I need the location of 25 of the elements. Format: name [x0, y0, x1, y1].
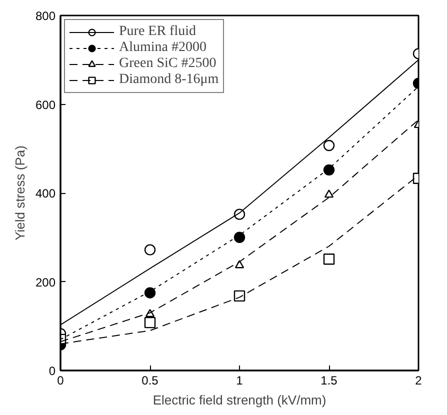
x-tick-label: 2: [415, 374, 422, 388]
point: [144, 287, 156, 298]
y-tick-label: 400: [35, 186, 56, 200]
y-tick-label: 0: [48, 364, 56, 378]
x-tick-label: 0: [57, 374, 64, 388]
point: [234, 232, 246, 243]
point: [323, 140, 335, 152]
y-tick-label: 800: [35, 9, 56, 23]
x-axis-title: Electric field strength (kV/mm): [152, 392, 326, 408]
point: [144, 244, 156, 256]
point: [323, 254, 335, 265]
point: [144, 316, 156, 328]
legend-label: Diamond 8-16μm: [119, 72, 219, 88]
point: [234, 290, 246, 302]
x-tick-label: 0.5: [142, 374, 159, 388]
point: [324, 190, 334, 198]
y-tick-label: 200: [35, 275, 56, 290]
point: [323, 164, 335, 176]
y-tick-label: 600: [35, 98, 56, 112]
x-tick-label: 1.5: [320, 374, 338, 388]
legend-label: Pure ER fluid: [119, 24, 196, 40]
legend-label: Alumina #2000: [119, 40, 206, 56]
x-tick-label: 1: [236, 374, 244, 388]
legend-label: Green SiC #2500: [119, 56, 216, 72]
y-axis-title: Yield stress (Pa): [12, 146, 28, 240]
